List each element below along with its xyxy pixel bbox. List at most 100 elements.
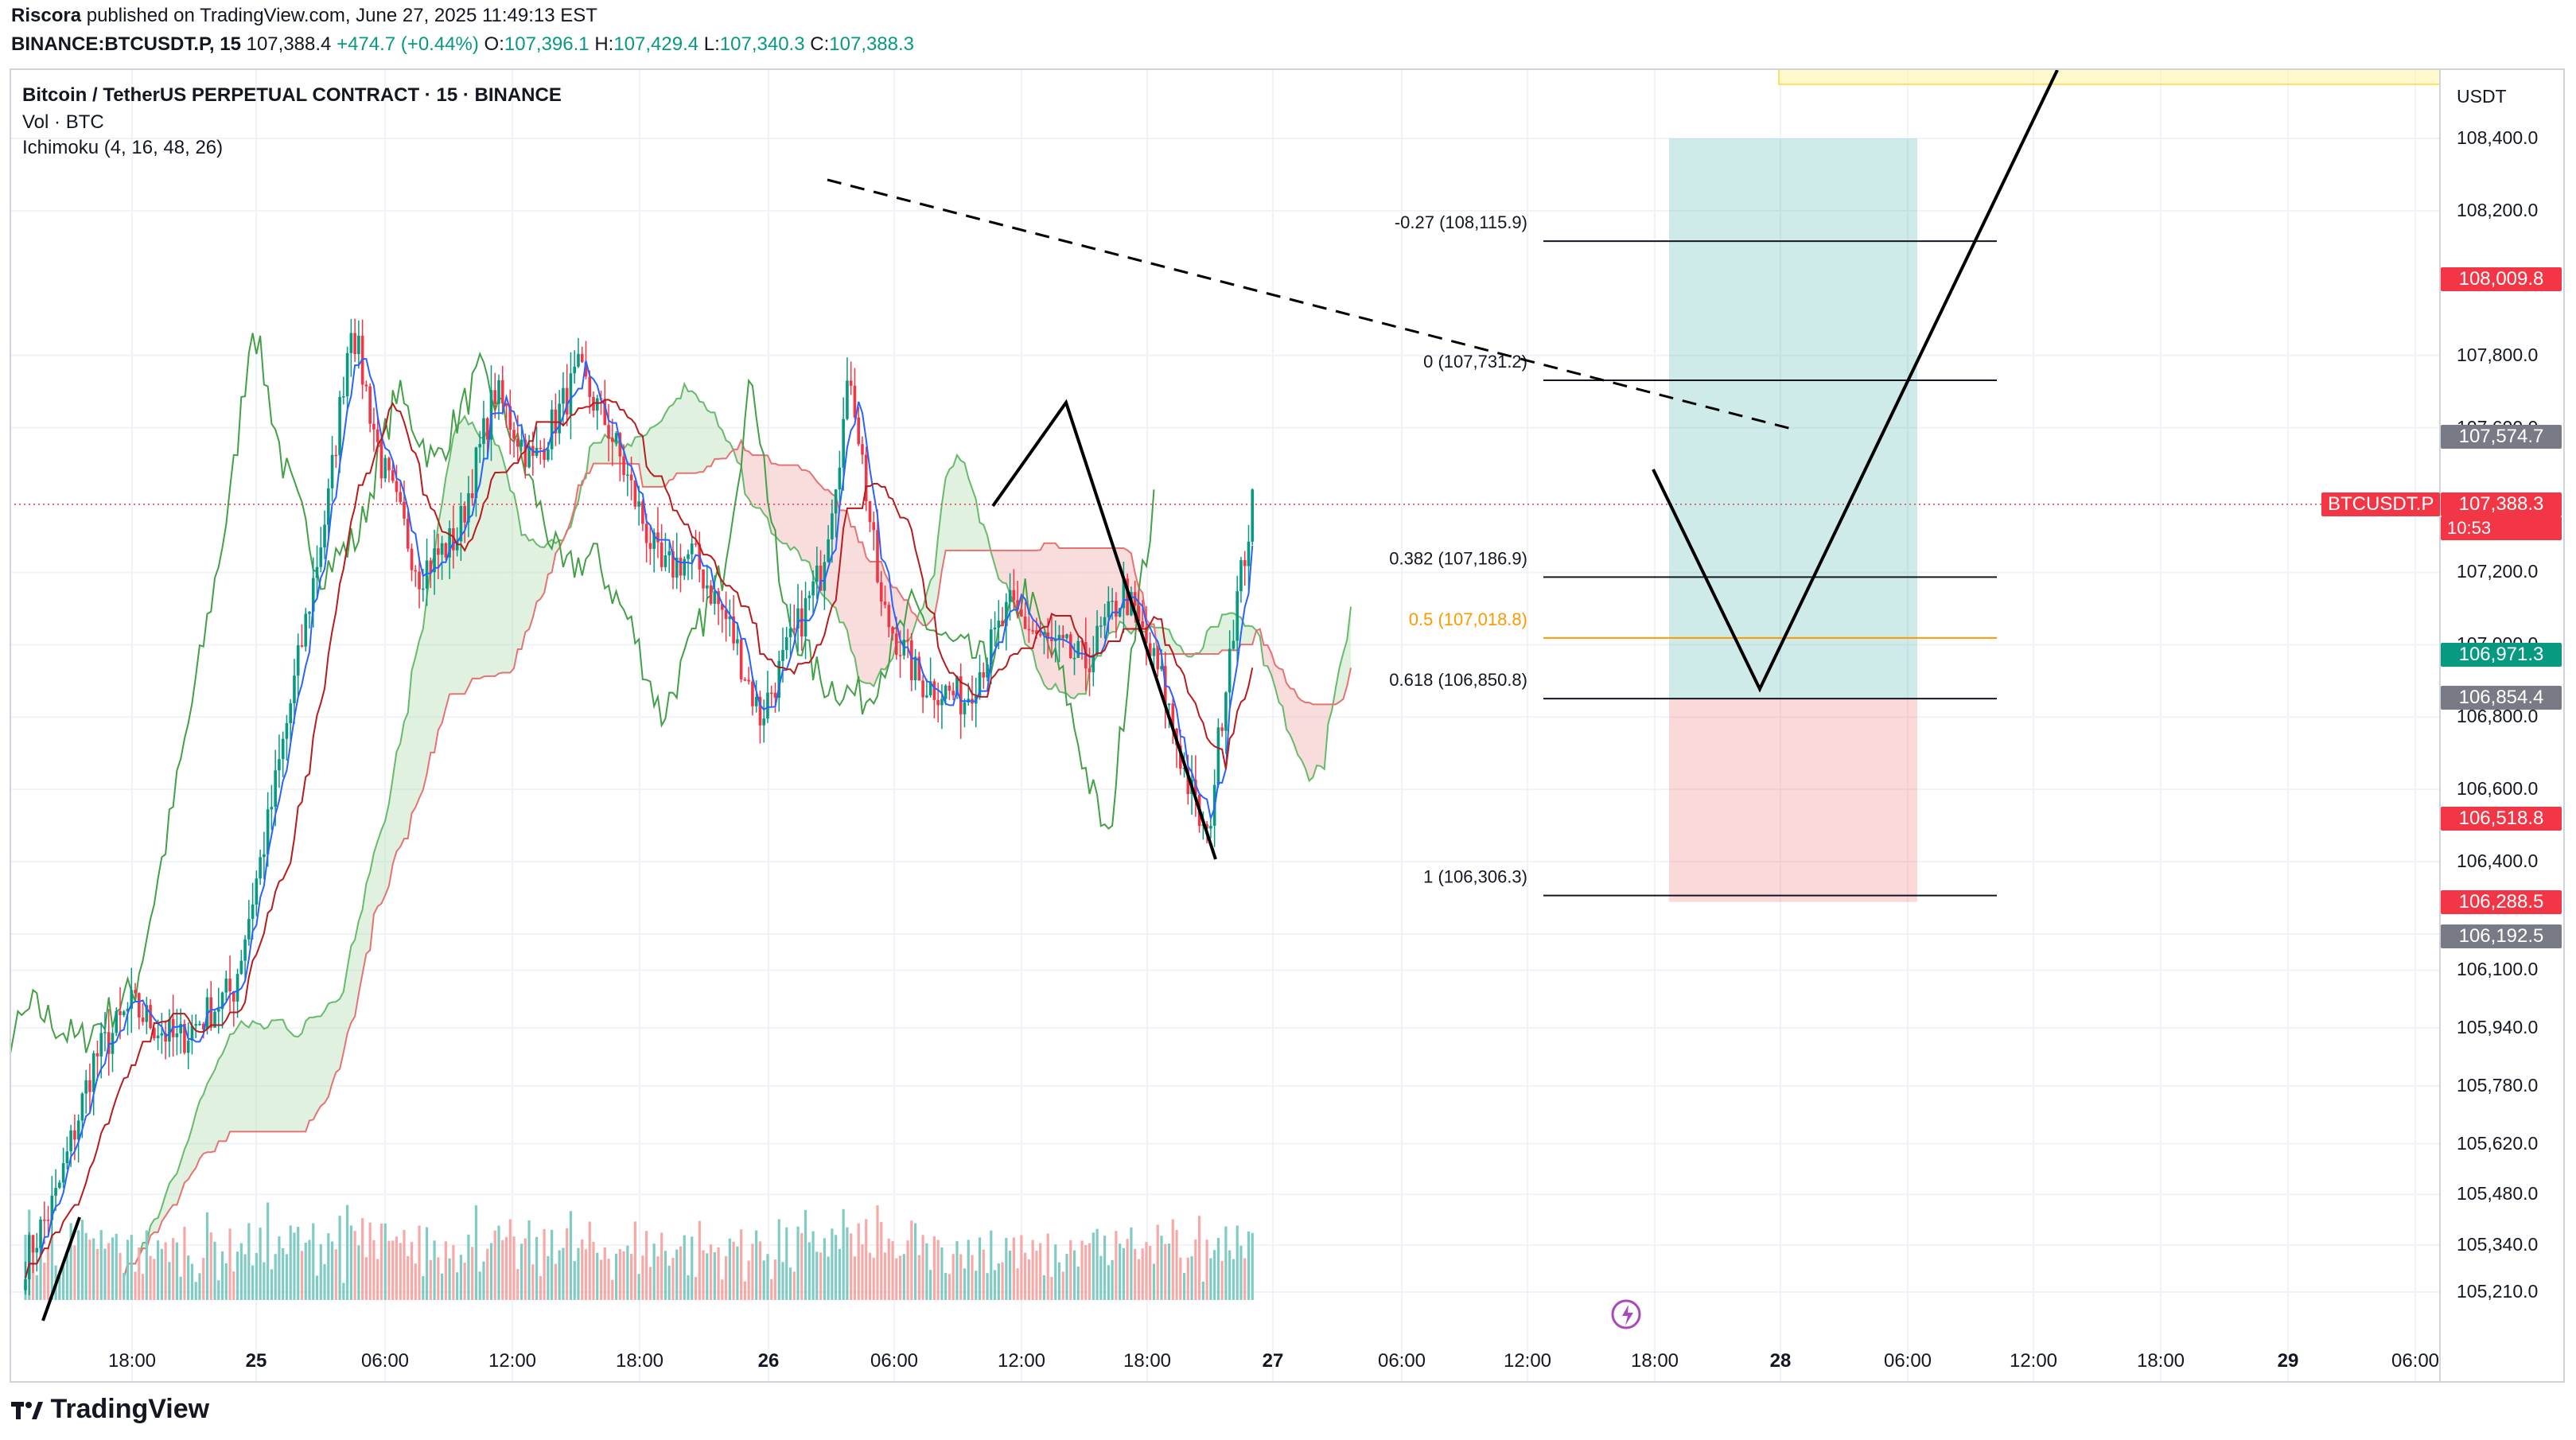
candle-body (784, 636, 788, 650)
price-pane[interactable]: -0.27 (108,115.9)0 (107,731.2)0.382 (107… (10, 68, 2439, 1383)
candle-body (153, 1028, 156, 1039)
volume-bar (1084, 1245, 1088, 1300)
low-value: 107,340.3 (719, 33, 805, 55)
volume-bar (383, 1223, 387, 1300)
publish-line: Riscora published on TradingView.com, Ju… (11, 5, 597, 27)
candle-body (781, 649, 784, 661)
cloud-segment (790, 465, 795, 551)
candle-body (1243, 560, 1247, 566)
candle-body (527, 446, 531, 468)
volume-bar (788, 1267, 792, 1300)
time-tick-label: 06:00 (2391, 1350, 2440, 1372)
legend-ichimoku[interactable]: Ichimoku (4, 16, 48, 26) (22, 137, 224, 158)
candle-body (618, 433, 622, 457)
candle-body (232, 990, 235, 1002)
volume-bar (531, 1264, 535, 1300)
volume-bar (566, 1228, 569, 1300)
volume-bar (1179, 1257, 1182, 1300)
time-tick-label: 26 (757, 1350, 780, 1372)
cloud-segment (1248, 625, 1253, 645)
cloud-segment (680, 383, 685, 473)
candle-body (603, 399, 607, 426)
volume-bar (194, 1282, 197, 1300)
candle-body (46, 1220, 50, 1221)
candle-body (463, 506, 466, 523)
volume-bar (293, 1232, 296, 1300)
volume-bar (157, 1240, 160, 1300)
candle-body (626, 474, 629, 476)
volume-bar (982, 1249, 985, 1300)
volume-bar (346, 1205, 349, 1300)
cloud-segment (949, 465, 954, 551)
cloud-segment (355, 920, 359, 1017)
price-marker: 108,009.8 (2441, 267, 2562, 292)
legend-title[interactable]: Bitcoin / TetherUS PERPETUAL CONTRACT · … (22, 84, 562, 106)
cloud-segment (710, 412, 715, 467)
candle-body (278, 759, 281, 771)
cloud-segment (263, 1027, 268, 1132)
volume-bar (141, 1274, 145, 1300)
candle-body (656, 532, 660, 543)
fib-retracement: -0.27 (108,115.9)0 (107,731.2)0.382 (107… (1389, 212, 1997, 897)
volume-bar (387, 1240, 391, 1300)
candle-body (815, 565, 819, 582)
volume-bar (671, 1258, 675, 1300)
volume-bar (123, 1272, 126, 1300)
legend-volume[interactable]: Vol · BTC (22, 111, 104, 133)
cloud-segment (230, 1033, 234, 1132)
volume-bar (921, 1235, 924, 1300)
volume-bar (1137, 1259, 1141, 1300)
candle-body (115, 1011, 119, 1033)
volume-bar (990, 1230, 993, 1300)
candle-body (224, 979, 228, 993)
volume-bar (69, 1223, 72, 1300)
cloud-segment (706, 410, 711, 467)
candle-body (418, 571, 421, 590)
cloud-segment (627, 443, 632, 464)
cloud-segment (271, 1020, 276, 1132)
cloud-segment (256, 1023, 261, 1132)
price-marker: 106,288.5 (2441, 889, 2562, 914)
cloud-segment (979, 522, 984, 551)
cloud-segment (419, 629, 423, 799)
candle-body (422, 588, 425, 590)
cloud-segment (786, 465, 791, 551)
cloud-segment (321, 1010, 325, 1107)
tradingview-logo[interactable]: TradingView (11, 1394, 209, 1425)
volume-bar (967, 1240, 970, 1300)
publisher-name[interactable]: Riscora (11, 5, 82, 26)
footer-brand: TradingView (50, 1394, 210, 1424)
candle-body (1145, 627, 1148, 644)
candle-body (1171, 703, 1175, 729)
cloud-segment (192, 1113, 197, 1173)
candle-body (349, 333, 353, 353)
volume-bar (489, 1243, 493, 1300)
volume-bar (800, 1232, 804, 1300)
cloud-segment (340, 991, 344, 1069)
volume-bar (512, 1236, 516, 1300)
volume-bar (471, 1247, 474, 1300)
chart-frame (10, 68, 2565, 1383)
candle-body (1068, 634, 1072, 659)
volume-bar (263, 1262, 266, 1300)
volume-bar (1141, 1248, 1144, 1300)
candle-body (1156, 648, 1160, 670)
volume-bar (315, 1275, 319, 1300)
cloud-segment (267, 1020, 272, 1132)
volume-bar (395, 1236, 399, 1300)
cloud-segment (1347, 606, 1351, 687)
volume-bar (709, 1244, 713, 1300)
volume-bar (758, 1241, 762, 1300)
cloud-segment (521, 535, 526, 650)
cloud-segment (370, 853, 374, 951)
volume-bar (596, 1252, 599, 1300)
volume-bar (975, 1271, 978, 1300)
candle-body (879, 582, 883, 602)
candle-body (300, 645, 304, 647)
volume-bar (1115, 1231, 1118, 1300)
fib-level-label: 0.5 (107,018.8) (1409, 609, 1527, 629)
cloud-segment (968, 477, 972, 551)
candle-body (508, 406, 512, 430)
volume-bar (811, 1231, 815, 1300)
volume-bar (1119, 1243, 1122, 1300)
